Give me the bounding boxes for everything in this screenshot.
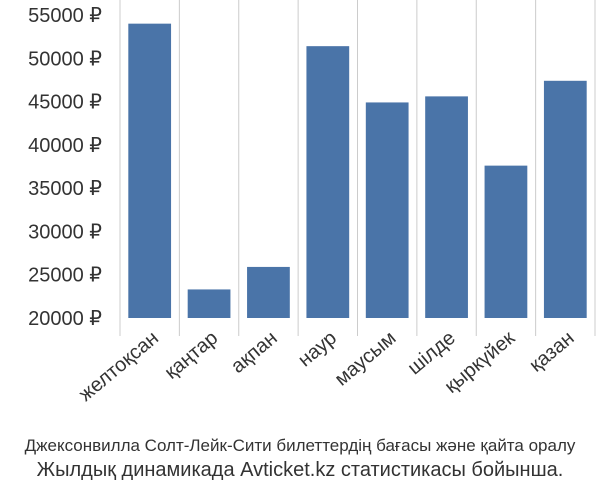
bar-желтоқсан bbox=[128, 23, 172, 319]
y-tick-label: 30000 ₽ bbox=[28, 221, 102, 243]
x-tick-label: қаңтар bbox=[161, 327, 223, 384]
x-tick-label: желтоқсан bbox=[75, 327, 163, 406]
y-tick-label: 55000 ₽ bbox=[28, 5, 102, 27]
x-tick-label: наур bbox=[294, 327, 341, 371]
x-tick-label: ақпан bbox=[227, 327, 282, 378]
bar-chart: 20000 ₽ 25000 ₽ 30000 ₽ 35000 ₽ 40000 ₽ 45000… bbox=[28, 0, 596, 406]
bar-қаңтар bbox=[187, 289, 231, 318]
chart-caption-line-1: Джексонвилла Солт-Лейк-Сити билеттердің … bbox=[24, 436, 576, 455]
bar-қазан bbox=[543, 80, 587, 319]
y-tick-label: 40000 ₽ bbox=[28, 135, 102, 157]
bar-қыркүйек bbox=[484, 165, 528, 318]
grid-lines bbox=[119, 0, 596, 336]
y-tick-label: 20000 ₽ bbox=[28, 308, 102, 330]
y-axis-ticks: 20000 ₽ 25000 ₽ 30000 ₽ 35000 ₽ 40000 ₽ 45000… bbox=[28, 5, 102, 330]
x-tick-label: маусым bbox=[331, 327, 401, 390]
bars bbox=[128, 23, 587, 319]
bar-наур bbox=[306, 46, 350, 319]
bar-маусым bbox=[365, 102, 409, 319]
x-tick-label: қазан bbox=[525, 327, 578, 377]
y-tick-label: 25000 ₽ bbox=[28, 265, 102, 287]
y-tick-label: 50000 ₽ bbox=[28, 48, 102, 70]
y-tick-label: 35000 ₽ bbox=[28, 178, 102, 200]
bar-шілде bbox=[425, 96, 468, 319]
y-tick-label: 45000 ₽ bbox=[28, 92, 102, 114]
bar-ақпан bbox=[247, 266, 290, 318]
chart-caption-line-2: Жылдық динамикада Avticket.kz статистика… bbox=[36, 459, 564, 481]
